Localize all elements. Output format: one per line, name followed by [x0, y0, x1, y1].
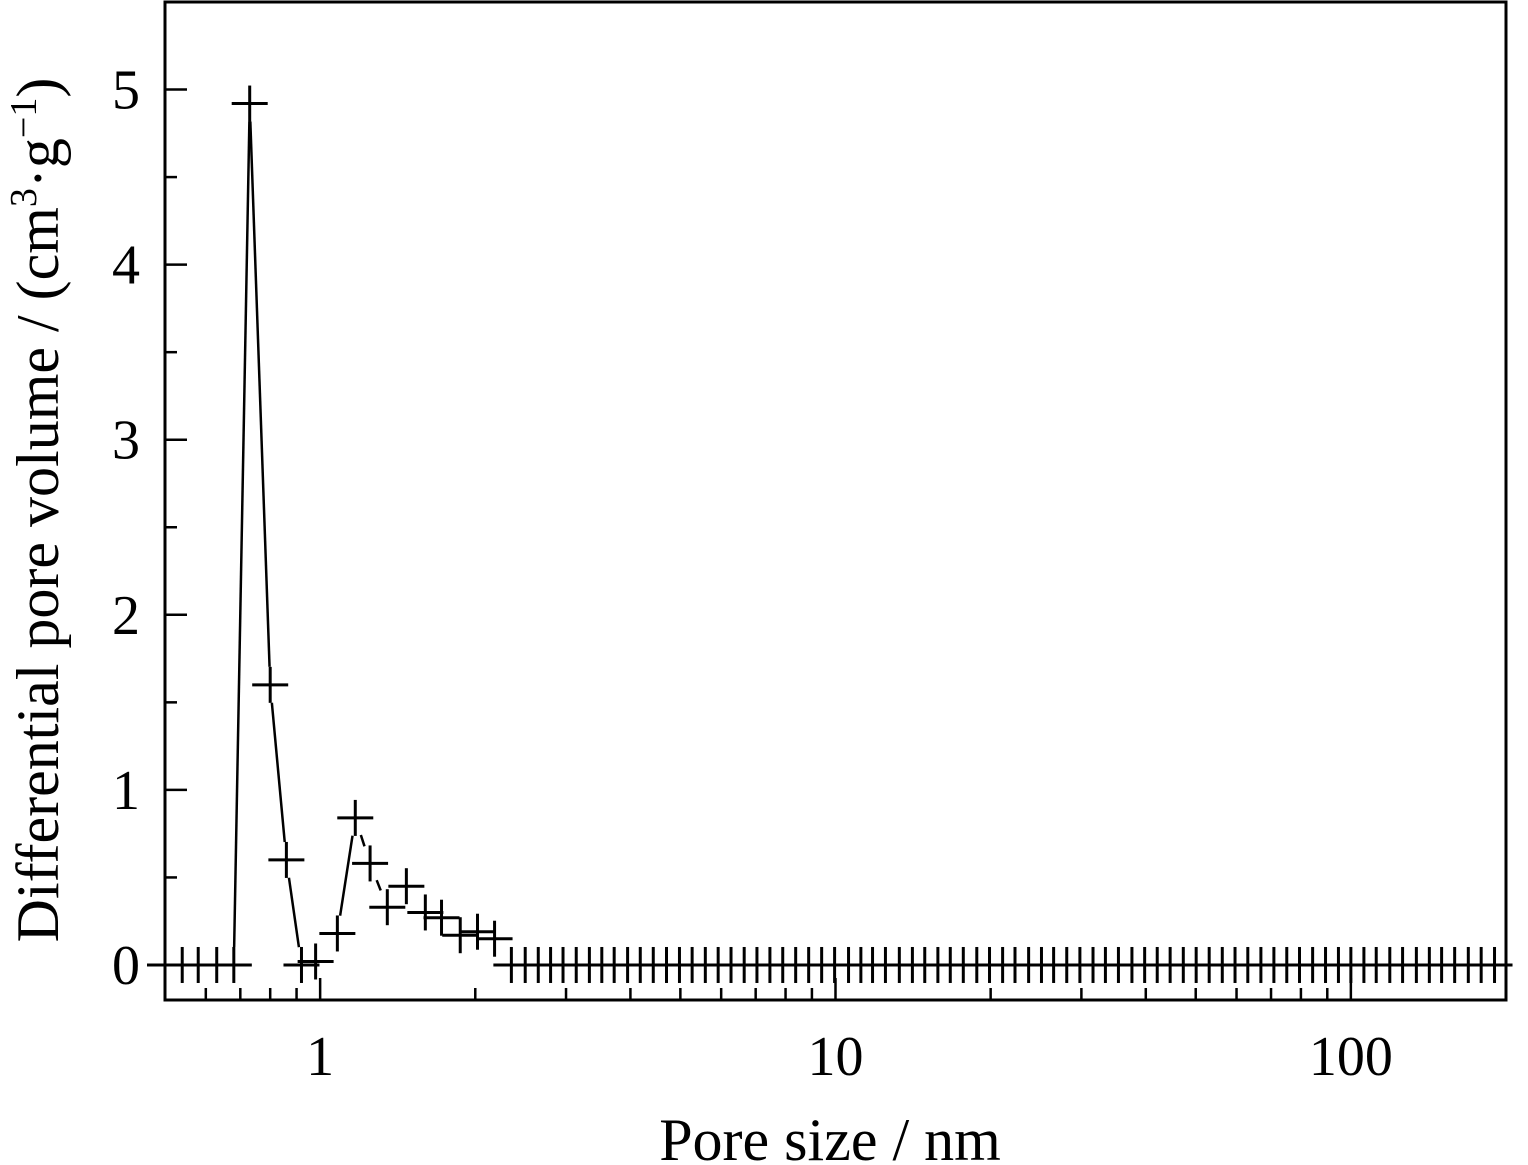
y-tick-label: 1 [112, 760, 140, 822]
series-segment [249, 121, 271, 667]
series-segment [359, 834, 366, 847]
x-axis-title: Pore size / nm [659, 1107, 1001, 1165]
y-axis-title-end: ) [5, 78, 71, 98]
data-point [407, 894, 444, 931]
series-line [232, 121, 382, 948]
y-axis-title-sup1: 3 [3, 188, 45, 207]
plot-frame [163, 0, 1508, 1002]
data-point [352, 845, 389, 882]
series-segment [232, 121, 251, 948]
data-point [252, 666, 289, 703]
y-ticks [165, 88, 187, 967]
y-axis-title-main: Differential pore volume / (cm [5, 207, 71, 942]
y-tick-label: 5 [112, 60, 140, 122]
data-point [459, 913, 496, 950]
y-tick-label: 3 [112, 410, 140, 472]
data-point [215, 946, 252, 983]
x-tick-label: 1 [306, 1026, 334, 1088]
x-tick-label: 10 [808, 1026, 864, 1088]
y-axis-title: Differential pore volume / (cm3·g−1) [3, 78, 71, 943]
data-point [283, 946, 320, 983]
series-segment [270, 702, 286, 843]
data-point [476, 920, 513, 957]
data-point [442, 917, 479, 954]
x-tick-labels: 1 10 100 [306, 1026, 1393, 1088]
series-segment [375, 879, 382, 891]
data-point [297, 943, 334, 980]
data-point [388, 868, 425, 905]
y-tick-label: 2 [112, 585, 140, 647]
y-tick-label: 0 [112, 935, 140, 997]
y-tick-labels: 0 1 2 3 4 5 [112, 60, 140, 997]
x-minor-ticks [163, 978, 1508, 1000]
data-point [423, 899, 460, 936]
data-point [1476, 946, 1513, 983]
y-axis-title-mid: ·g [5, 138, 71, 188]
x-tick-label: 100 [1309, 1026, 1393, 1088]
data-point [319, 915, 356, 952]
y-axis-title-sup2: −1 [3, 98, 45, 138]
data-point [369, 889, 406, 926]
data-point [231, 85, 268, 122]
data-point [337, 799, 374, 836]
y-tick-label: 4 [112, 235, 140, 297]
data-markers [147, 85, 1513, 983]
series-segment [338, 835, 354, 916]
series-segment [287, 877, 301, 948]
data-point [268, 841, 305, 878]
